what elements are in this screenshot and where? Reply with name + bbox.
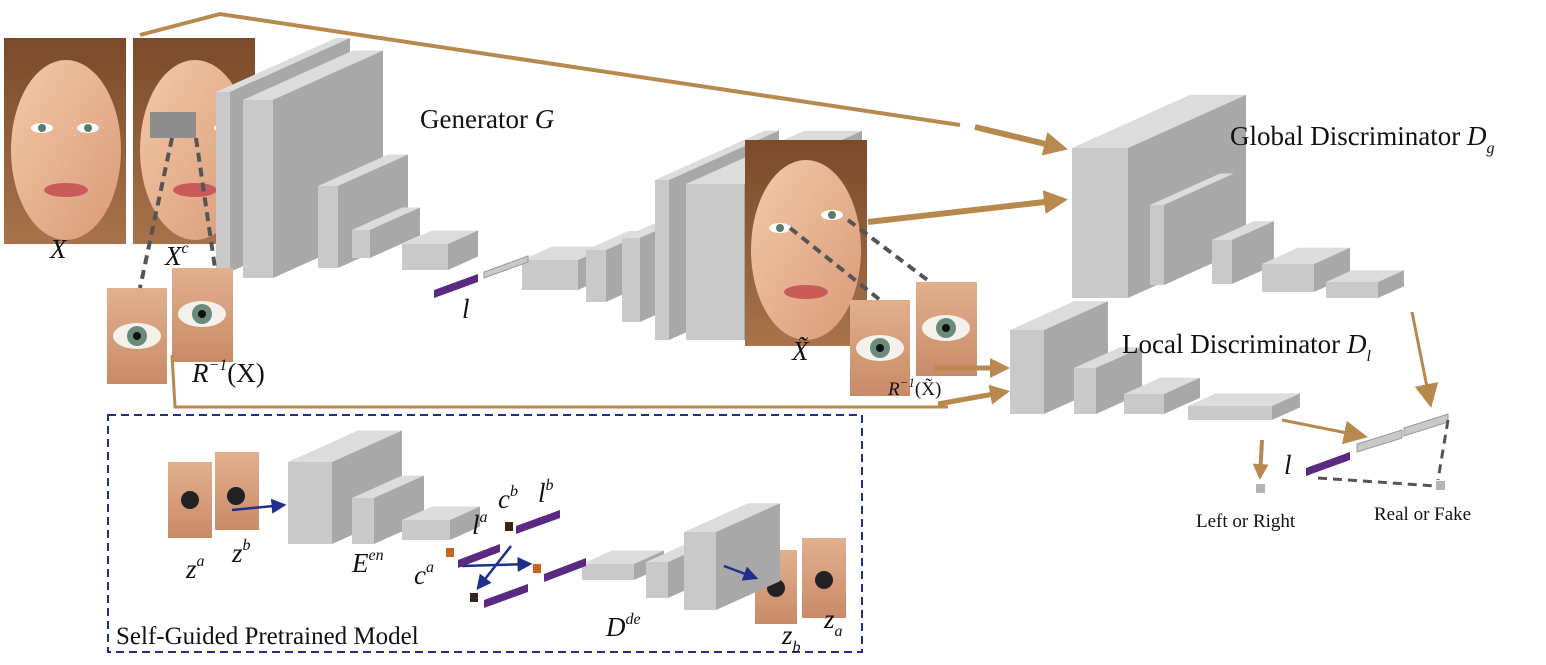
- pretrained-layer: [684, 503, 780, 610]
- label-x: X: [49, 234, 68, 264]
- label-left-or-right: Left or Right: [1196, 511, 1296, 532]
- local-discriminator-title: Local Discriminator Dl: [1122, 329, 1371, 365]
- label-out-zb: zb: [781, 620, 801, 656]
- label-out-za: za: [823, 604, 843, 640]
- pretrained-latents: [446, 510, 586, 608]
- label-generated: X̃: [791, 336, 810, 366]
- pretrained-layer: [402, 506, 480, 540]
- real-eye-crops: [107, 268, 233, 384]
- pretrained-layer: [288, 430, 402, 544]
- latent-a-bar: [458, 544, 500, 568]
- generator-bottleneck: [483, 255, 529, 279]
- label-la: la: [472, 509, 488, 540]
- code-a: [446, 548, 454, 557]
- label-real-or-fake: Real or Fake: [1374, 504, 1471, 525]
- label-encoder: Een: [351, 547, 384, 578]
- generator-layer: [352, 207, 420, 258]
- input-to-global-arrow: [139, 11, 961, 127]
- global-disc-layer: [1326, 270, 1404, 298]
- generated-face-image: [745, 140, 867, 346]
- global-disc-layer: [1262, 247, 1350, 292]
- input-face-image: [4, 38, 126, 244]
- global-discriminator: [1072, 94, 1404, 299]
- local-to-head-arrow: [1281, 418, 1368, 445]
- local-latent-bar: [1306, 452, 1350, 476]
- output-heads: [1256, 413, 1450, 493]
- real-fake-node: [1436, 481, 1445, 490]
- real-crop-to-local-arrow: [170, 354, 948, 409]
- label-generator-latent: l: [462, 294, 470, 324]
- local-to-side-arrow: [1252, 439, 1269, 480]
- label-decoder: Dde: [605, 611, 641, 642]
- local-disc-layer: [1010, 301, 1108, 414]
- label-crop-fake: R−1(X̃): [887, 375, 941, 400]
- global-discriminator-title: Global Discriminator Dg: [1230, 121, 1494, 157]
- pretrained-network: [288, 430, 780, 610]
- latent-b-bar: [516, 510, 560, 534]
- generator-layer: [402, 230, 478, 270]
- fake-eye-crops: [850, 282, 977, 396]
- pretrained-model-box: [107, 414, 863, 653]
- local-disc-layer: [1124, 377, 1200, 414]
- arrow-head-local-low: [937, 384, 1010, 407]
- pretrained-arrows: [231, 498, 759, 590]
- label-local-latent: l: [1284, 450, 1292, 480]
- label-pretrained-title: Self-Guided Pretrained Model: [116, 623, 419, 650]
- global-to-head-arrow: [1410, 311, 1439, 408]
- label-xc: Xc: [164, 240, 189, 271]
- label-ca: ca: [414, 559, 434, 590]
- arrow-head-global-top: [974, 124, 1068, 156]
- label-crop-real: R−1(X): [191, 357, 265, 388]
- code-b: [505, 522, 513, 531]
- label-lb: lb: [538, 477, 554, 508]
- label-cb: cb: [498, 483, 518, 514]
- label-zb: zb: [231, 537, 251, 568]
- label-za: za: [185, 553, 205, 584]
- generator-latent-bar: [434, 274, 478, 298]
- local-disc-layer: [1188, 393, 1300, 420]
- mask-region: [150, 112, 196, 138]
- crop-guides: [138, 137, 932, 302]
- generated-to-global-arrow: [867, 190, 1068, 225]
- left-right-node: [1256, 484, 1265, 493]
- data-flow-arrows: [139, 11, 1439, 480]
- pretrained-eye-inputs: [168, 452, 259, 538]
- generator-title: Generator G: [420, 104, 554, 134]
- local-discriminator: [1010, 301, 1300, 420]
